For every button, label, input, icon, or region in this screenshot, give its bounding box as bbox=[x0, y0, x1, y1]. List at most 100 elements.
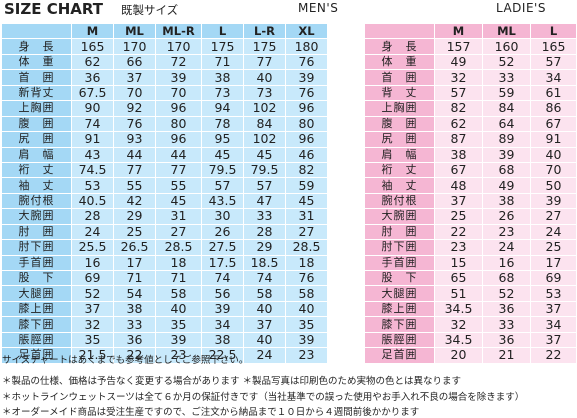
mens-measurement-cell: 26.5 bbox=[113, 239, 156, 256]
mens-measurement-cell: 44 bbox=[155, 146, 202, 163]
mens-measurement-cell: 74.5 bbox=[71, 161, 114, 179]
ladies-row-label: 尻 囲 bbox=[364, 131, 435, 148]
mens-measurement-cell: 175 bbox=[243, 38, 286, 55]
ladies-row-label: 上胸囲 bbox=[364, 100, 435, 117]
mens-measurement-cell: 35 bbox=[285, 316, 328, 333]
mens-row-label: 身 長 bbox=[1, 38, 72, 55]
mens-measurement-cell: 40 bbox=[155, 300, 202, 318]
mens-measurement-cell: 76 bbox=[113, 115, 156, 133]
ladies-row-label: 脹脛囲 bbox=[364, 331, 435, 349]
ladies-measurement-cell: 39 bbox=[482, 146, 531, 163]
note-custom-order: ＊オーダーメイド商品は受注生産ですので、ご注文から納品まで１０日から４週間前後か… bbox=[2, 407, 420, 418]
ladies-measurement-cell: 34 bbox=[530, 316, 577, 333]
mens-measurement-cell: 96 bbox=[155, 131, 202, 148]
ladies-measurement-cell: 26 bbox=[482, 208, 531, 225]
ladies-measurement-cell: 34.5 bbox=[434, 300, 483, 318]
mens-measurement-cell: 33 bbox=[243, 208, 286, 225]
mens-measurement-cell: 21.5 bbox=[71, 347, 114, 364]
mens-table-row: 体 重 62 66 72 71 77 76 bbox=[1, 53, 328, 71]
ladies-row-label: 腕付根 bbox=[364, 192, 435, 210]
mens-measurement-cell: 23 bbox=[285, 347, 328, 364]
mens-measurement-cell: 53 bbox=[71, 177, 114, 194]
mens-measurement-cell: 80 bbox=[285, 115, 328, 133]
ladies-table-row: 膝上囲 34.5 36 37 bbox=[364, 300, 577, 318]
mens-measurement-cell: 45 bbox=[201, 146, 244, 163]
mens-measurement-cell: 77 bbox=[113, 161, 156, 179]
mens-table-row: 脹脛囲 35 36 39 38 40 39 bbox=[1, 331, 328, 349]
mens-measurement-cell: 39 bbox=[155, 69, 202, 86]
mens-row-label: 股 下 bbox=[1, 269, 72, 287]
ladies-measurement-cell: 33 bbox=[482, 316, 531, 333]
ladies-measurement-cell: 68 bbox=[482, 269, 531, 287]
ladies-measurement-cell: 25 bbox=[434, 208, 483, 225]
ladies-measurement-cell: 67 bbox=[530, 115, 577, 133]
mens-measurement-cell: 82 bbox=[285, 161, 328, 179]
mens-measurement-cell: 77 bbox=[243, 53, 286, 71]
mens-header-size: XL bbox=[285, 22, 328, 40]
mens-table-row: 腹 囲 74 76 80 78 84 80 bbox=[1, 115, 328, 133]
ladies-table-row: 膝下囲 32 33 34 bbox=[364, 316, 577, 333]
ladies-measurement-cell: 89 bbox=[482, 131, 531, 148]
mens-measurement-cell: 31 bbox=[285, 208, 328, 225]
ladies-table-row: 大腿囲 51 52 53 bbox=[364, 285, 577, 302]
mens-measurement-cell: 70 bbox=[155, 84, 202, 102]
mens-measurement-cell: 69 bbox=[71, 269, 114, 287]
ladies-measurement-cell: 53 bbox=[530, 285, 577, 302]
mens-measurement-cell: 22 bbox=[113, 347, 156, 364]
mens-table-row: 裄 丈 74.5 77 77 79.5 79.5 82 bbox=[1, 161, 328, 179]
mens-table-row: 手首囲 16 17 18 17.5 18.5 18 bbox=[1, 254, 328, 272]
ladies-measurement-cell: 21 bbox=[482, 347, 531, 364]
mens-row-label: 肘下囲 bbox=[1, 239, 72, 256]
mens-header-corner bbox=[1, 22, 72, 40]
ladies-measurement-cell: 52 bbox=[482, 53, 531, 71]
ladies-row-label: 腹 囲 bbox=[364, 115, 435, 133]
ladies-table-row: 肩 幅 38 39 40 bbox=[364, 146, 577, 163]
mens-measurement-cell: 44 bbox=[113, 146, 156, 163]
ladies-row-label: 股 下 bbox=[364, 269, 435, 287]
ladies-measurement-cell: 51 bbox=[434, 285, 483, 302]
ladies-table-row: 尻 囲 87 89 91 bbox=[364, 131, 577, 148]
ladies-row-label: 肘 囲 bbox=[364, 223, 435, 241]
mens-measurement-cell: 71 bbox=[113, 269, 156, 287]
ladies-measurement-cell: 23 bbox=[482, 223, 531, 241]
mens-measurement-cell: 39 bbox=[285, 69, 328, 86]
mens-measurement-cell: 27 bbox=[285, 223, 328, 241]
mens-measurement-cell: 74 bbox=[201, 269, 244, 287]
ladies-measurement-cell: 64 bbox=[482, 115, 531, 133]
mens-measurement-cell: 96 bbox=[285, 131, 328, 148]
mens-measurement-cell: 77 bbox=[155, 161, 202, 179]
mens-measurement-cell: 56 bbox=[201, 285, 244, 302]
mens-measurement-cell: 52 bbox=[71, 285, 114, 302]
mens-table-row: 袖 丈 53 55 55 57 57 59 bbox=[1, 177, 328, 194]
ladies-measurement-cell: 37 bbox=[434, 192, 483, 210]
mens-measurement-cell: 96 bbox=[155, 100, 202, 117]
ladies-measurement-cell: 70 bbox=[530, 161, 577, 179]
mens-measurement-cell: 71 bbox=[155, 269, 202, 287]
mens-table-row: 腕付根 40.5 42 45 43.5 47 45 bbox=[1, 192, 328, 210]
mens-measurement-cell: 18 bbox=[155, 254, 202, 272]
mens-measurement-cell: 28 bbox=[71, 208, 114, 225]
mens-size-table: M ML ML-R L L-R XL 身 長 165 170 170 175 175 180 体 重 62… bbox=[1, 22, 328, 364]
ladies-measurement-cell: 22 bbox=[530, 347, 577, 364]
mens-measurement-cell: 24 bbox=[243, 347, 286, 364]
mens-measurement-cell: 35 bbox=[155, 316, 202, 333]
mens-measurement-cell: 29 bbox=[113, 208, 156, 225]
mens-measurement-cell: 26 bbox=[201, 223, 244, 241]
ladies-measurement-cell: 34.5 bbox=[434, 331, 483, 349]
mens-measurement-cell: 84 bbox=[243, 115, 286, 133]
mens-header-size: M bbox=[71, 22, 114, 40]
ladies-header-corner bbox=[364, 22, 435, 40]
mens-row-label: 大腿囲 bbox=[1, 285, 72, 302]
mens-measurement-cell: 38 bbox=[201, 331, 244, 349]
mens-measurement-cell: 66 bbox=[113, 53, 156, 71]
ladies-measurement-cell: 82 bbox=[434, 100, 483, 117]
mens-measurement-cell: 36 bbox=[113, 331, 156, 349]
mens-measurement-cell: 27 bbox=[155, 223, 202, 241]
mens-measurement-cell: 37 bbox=[243, 316, 286, 333]
mens-measurement-cell: 76 bbox=[285, 269, 328, 287]
mens-measurement-cell: 40 bbox=[285, 300, 328, 318]
mens-measurement-cell: 95 bbox=[201, 131, 244, 148]
mens-measurement-cell: 165 bbox=[71, 38, 114, 55]
mens-measurement-cell: 94 bbox=[201, 100, 244, 117]
ladies-size-table: M ML L 身 長 157 160 165 体 重 49 52 57 首 囲 32 33 34 背 丈 57… bbox=[364, 22, 577, 364]
